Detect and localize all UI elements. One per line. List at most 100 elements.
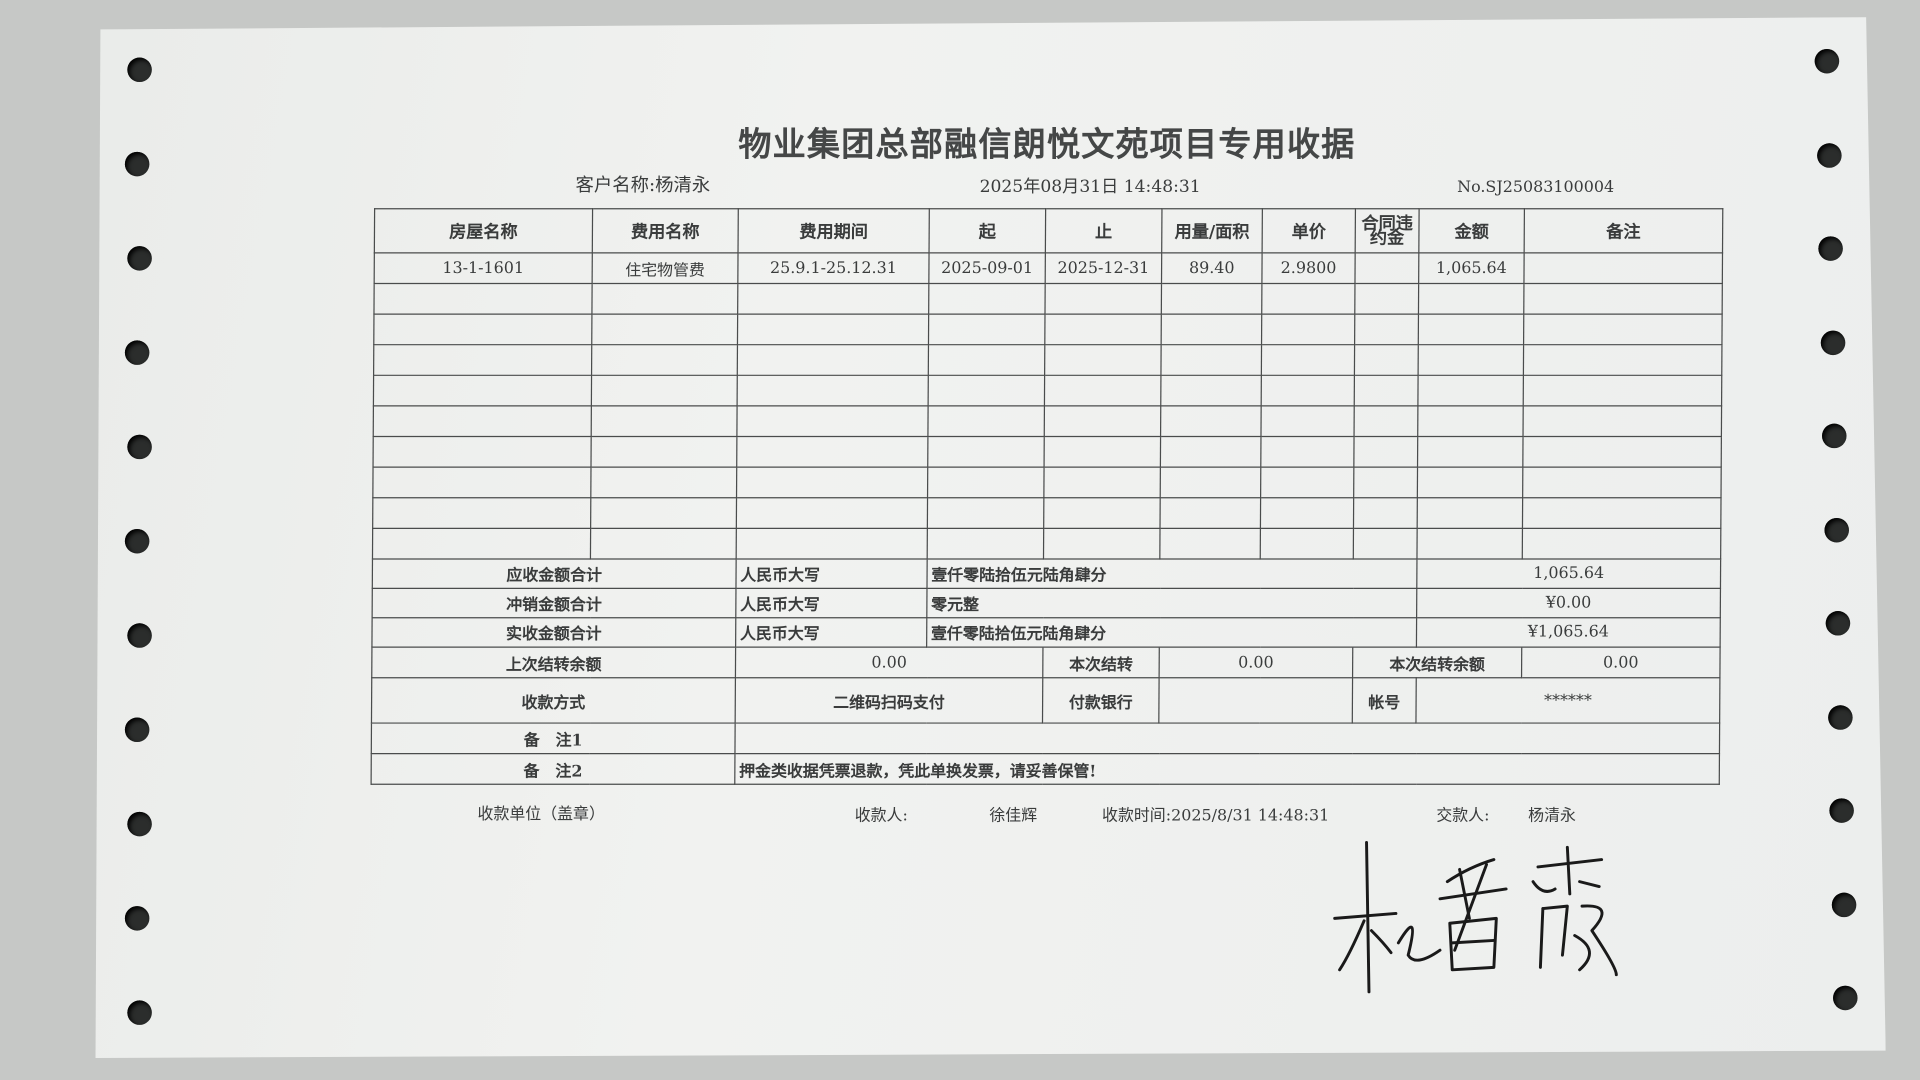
table-cell <box>1160 375 1262 406</box>
table-cell <box>1354 252 1419 284</box>
table-cell <box>1260 436 1355 468</box>
table-cell <box>373 436 592 468</box>
table-cell <box>1417 375 1524 406</box>
table-cell: 0.00 <box>735 647 1043 678</box>
handwritten-signature <box>1333 840 1618 994</box>
column-header: 备注 <box>1524 208 1723 253</box>
table-cell <box>928 283 1046 315</box>
table-row <box>373 283 1723 315</box>
right-hole <box>1829 798 1854 823</box>
table-cell <box>590 497 737 529</box>
table-cell <box>1522 436 1722 468</box>
table-cell: 上次结转余额 <box>371 647 736 678</box>
left-hole <box>127 57 152 83</box>
table-cell <box>1523 405 1722 437</box>
table-cell <box>591 405 738 437</box>
table-cell <box>1354 283 1419 315</box>
table-cell <box>1354 344 1419 376</box>
table-cell <box>1044 436 1161 468</box>
table-cell <box>373 314 592 345</box>
table-cell <box>927 528 1044 559</box>
table-cell: 押金类收据凭票退款，凭此单换发票，请妥善保管! <box>734 753 1720 785</box>
table-cell <box>1523 252 1723 284</box>
table-cell <box>373 375 592 406</box>
column-header: 起 <box>929 208 1046 253</box>
table-cell: 本次结转余额 <box>1352 647 1522 678</box>
table-cell <box>1418 314 1524 345</box>
table-cell <box>590 528 737 559</box>
table-cell: 25.9.1-25.12.31 <box>737 252 930 284</box>
table-cell <box>734 723 1720 754</box>
table-cell <box>737 283 929 315</box>
table-cell: 89.40 <box>1161 252 1263 284</box>
table-cell <box>1043 497 1161 529</box>
table-cell: 备 注1 <box>371 723 736 754</box>
amount-in-words: 壹仟零陆拾伍元陆角肆分 <box>926 558 1417 589</box>
column-header: 用量/面积 <box>1161 208 1263 253</box>
receipt-number: No.SJ25083100004 <box>1457 178 1615 198</box>
table-cell <box>1044 375 1161 406</box>
table-row: 应收金额合计 人民币大写 壹仟零陆拾伍元陆角肆分 1,065.64 <box>372 558 1721 589</box>
table-cell: 2.9800 <box>1261 252 1356 284</box>
table-row: 收款方式 二维码扫码支付 付款银行 帐号 ****** <box>371 677 1720 724</box>
receipt-datetime: 2025年08月31日 14:48:31 <box>979 177 1201 198</box>
right-hole <box>1822 423 1847 449</box>
table-cell <box>590 467 737 498</box>
amount-in-words: 零元整 <box>926 588 1417 618</box>
left-hole <box>124 528 150 554</box>
table-cell <box>1161 283 1262 315</box>
table-cell: ****** <box>1415 677 1720 724</box>
table-cell <box>1417 436 1524 468</box>
rmb-label: 人民币大写 <box>735 617 927 648</box>
table-cell <box>1353 528 1418 559</box>
table-cell <box>736 528 928 559</box>
table-row <box>373 405 1722 437</box>
table-cell <box>1043 528 1161 559</box>
table-cell <box>1353 497 1418 529</box>
total-label: 冲销金额合计 <box>372 588 736 618</box>
table-cell <box>1417 405 1524 437</box>
table-cell <box>1523 375 1722 406</box>
table-cell <box>737 375 929 406</box>
table-cell <box>1416 528 1523 559</box>
table-cell <box>1261 283 1355 315</box>
table-cell <box>1160 405 1262 437</box>
table-cell <box>373 405 592 437</box>
table-cell: 0.00 <box>1159 647 1353 678</box>
table-cell <box>1418 283 1524 315</box>
table-row <box>372 467 1722 498</box>
table-cell <box>1522 497 1722 529</box>
table-cell: 付款银行 <box>1042 677 1160 724</box>
table-cell <box>927 405 1045 437</box>
table-cell <box>928 344 1045 376</box>
customer-name: 客户名称:杨清永 <box>575 173 711 196</box>
table-cell <box>1523 344 1722 376</box>
total-amount: ¥0.00 <box>1416 588 1721 618</box>
total-label: 实收金额合计 <box>371 617 736 648</box>
footer-payee: 徐佳辉 <box>989 806 1038 826</box>
rmb-label: 人民币大写 <box>735 558 928 589</box>
table-cell <box>1260 405 1355 437</box>
table-row <box>373 314 1723 345</box>
table-row <box>372 497 1722 529</box>
right-hole <box>1827 704 1853 730</box>
table-cell <box>928 375 1045 406</box>
table-cell: 住宅物管费 <box>592 252 739 284</box>
right-hole <box>1833 985 1858 1011</box>
table-cell <box>1353 436 1418 468</box>
right-hole <box>1823 517 1849 542</box>
table-cell <box>1523 314 1723 345</box>
table-cell <box>1160 467 1261 498</box>
table-cell <box>1417 497 1523 529</box>
left-hole <box>124 340 150 365</box>
table-cell <box>927 467 1045 498</box>
table-cell <box>373 344 592 376</box>
table-cell <box>591 344 738 376</box>
table-cell <box>737 314 929 345</box>
table-cell <box>1158 677 1353 724</box>
column-header: 房屋名称 <box>374 208 593 253</box>
table-cell <box>1043 467 1161 498</box>
column-header: 止 <box>1045 208 1162 253</box>
table-cell <box>1161 314 1262 345</box>
table-cell <box>927 497 1044 529</box>
